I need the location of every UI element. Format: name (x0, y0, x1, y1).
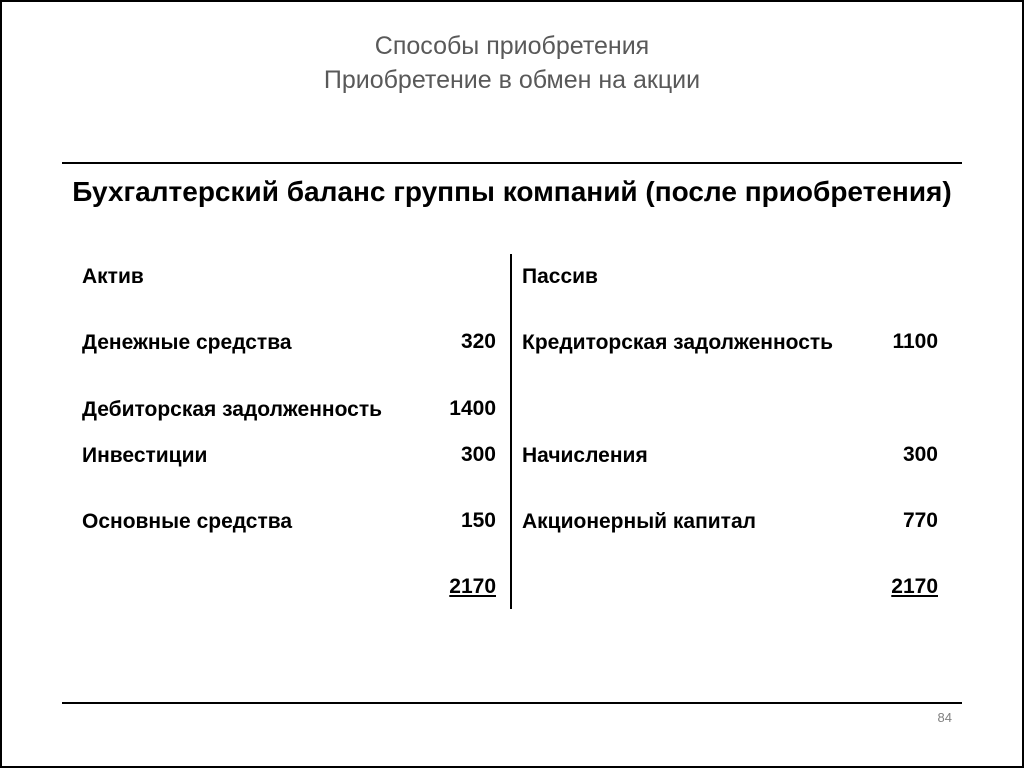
asset-label: Дебиторская задолженность (82, 397, 416, 423)
total-row: 2170 2170 (72, 565, 952, 609)
liability-cell (512, 387, 952, 433)
spacer-row (72, 367, 952, 387)
slide-title: Способы приобретения Приобретение в обме… (2, 30, 1022, 98)
asset-header-cell: Актив (72, 254, 512, 300)
asset-value: 300 (416, 443, 496, 467)
liability-label: Кредиторская задолженность (522, 330, 858, 356)
table-row: Инвестиции 300 Начисления 300 (72, 433, 952, 479)
asset-label: Основные средства (82, 509, 416, 535)
asset-label: Инвестиции (82, 443, 416, 469)
asset-value: 1400 (416, 397, 496, 421)
slide-title-line2: Приобретение в обмен на акции (324, 66, 700, 94)
asset-cell: Денежные средства 320 (72, 320, 512, 366)
spacer-row (72, 545, 952, 565)
liability-total-cell: 2170 (512, 565, 952, 609)
balance-table: Актив Пассив Денежные средства 320 Креди… (72, 254, 952, 609)
slide: Способы приобретения Приобретение в обме… (0, 0, 1024, 768)
spacer-row (72, 300, 952, 320)
asset-total-value: 2170 (416, 575, 496, 599)
asset-cell: Дебиторская задолженность 1400 (72, 387, 512, 433)
table-row: Дебиторская задолженность 1400 (72, 387, 952, 433)
liability-cell: Начисления 300 (512, 433, 952, 479)
liability-value: 300 (858, 443, 938, 467)
spacer-row (72, 479, 952, 499)
balance-title: Бухгалтерский баланс группы компаний (по… (62, 174, 962, 209)
asset-cell: Основные средства 150 (72, 499, 512, 545)
balance-header-row: Актив Пассив (72, 254, 952, 300)
asset-header: Актив (82, 264, 496, 290)
page-number: 84 (938, 710, 952, 725)
divider-top (62, 162, 962, 164)
slide-title-line1: Способы приобретения (375, 32, 649, 60)
liability-header-cell: Пассив (512, 254, 952, 300)
liability-header: Пассив (522, 264, 938, 290)
liability-cell: Кредиторская задолженность 1100 (512, 320, 952, 366)
liability-total-value: 2170 (858, 575, 938, 599)
asset-value: 150 (416, 509, 496, 533)
liability-label: Акционерный капитал (522, 509, 858, 535)
asset-cell: Инвестиции 300 (72, 433, 512, 479)
divider-bottom (62, 702, 962, 704)
liability-label: Начисления (522, 443, 858, 469)
table-row: Денежные средства 320 Кредиторская задол… (72, 320, 952, 366)
asset-total-cell: 2170 (72, 565, 512, 609)
table-row: Основные средства 150 Акционерный капита… (72, 499, 952, 545)
asset-label: Денежные средства (82, 330, 416, 356)
liability-value: 1100 (858, 330, 938, 354)
asset-value: 320 (416, 330, 496, 354)
liability-value: 770 (858, 509, 938, 533)
liability-cell: Акционерный капитал 770 (512, 499, 952, 545)
